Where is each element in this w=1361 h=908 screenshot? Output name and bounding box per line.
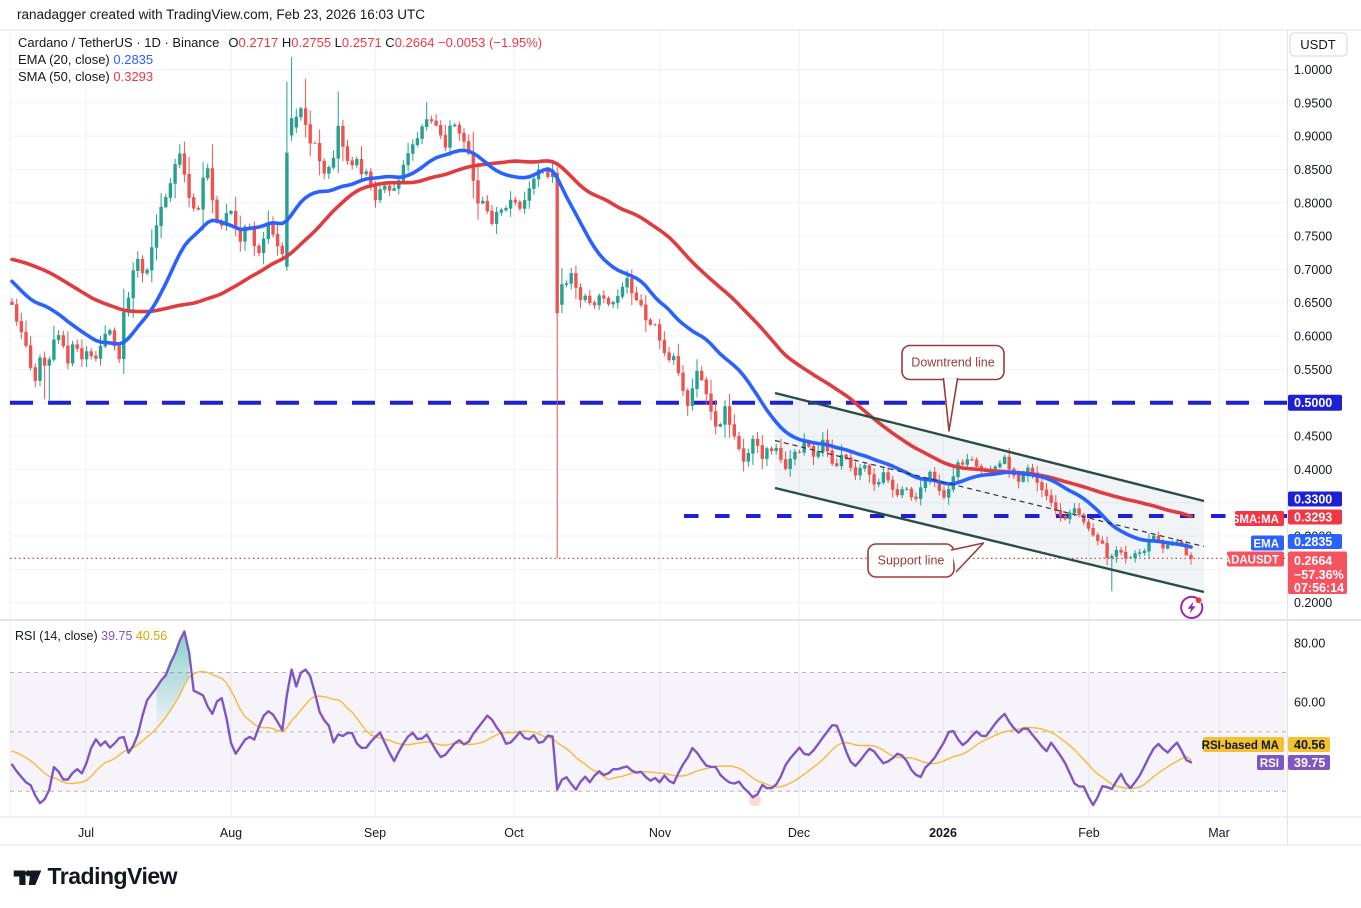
svg-text:TradingView: TradingView: [48, 863, 178, 889]
svg-text:Support line: Support line: [878, 554, 945, 568]
svg-text:RSI (14, close) 39.75 40.56: RSI (14, close) 39.75 40.56: [15, 629, 167, 643]
svg-text:EMA (20, close) 0.2835: EMA (20, close) 0.2835: [18, 52, 153, 67]
svg-text:EMA: EMA: [1253, 538, 1279, 550]
svg-text:0.5500: 0.5500: [1294, 363, 1332, 377]
svg-text:1.0000: 1.0000: [1294, 63, 1332, 77]
svg-text:0.4000: 0.4000: [1294, 463, 1332, 477]
svg-text:40.56: 40.56: [1294, 738, 1325, 752]
svg-text:07:56:14: 07:56:14: [1294, 581, 1344, 595]
svg-text:Cardano / TetherUS · 1D · Bina: Cardano / TetherUS · 1D · Binance O0.2717…: [18, 35, 542, 50]
svg-text:Jul: Jul: [78, 826, 94, 840]
svg-text:Sep: Sep: [364, 826, 386, 840]
svg-text:Dec: Dec: [788, 826, 810, 840]
svg-text:USDT: USDT: [1300, 37, 1335, 52]
svg-text:0.8500: 0.8500: [1294, 163, 1332, 177]
svg-text:0.7000: 0.7000: [1294, 263, 1332, 277]
svg-text:Feb: Feb: [1078, 826, 1100, 840]
svg-text:−57.36%: −57.36%: [1294, 568, 1344, 582]
svg-text:60.00: 60.00: [1294, 696, 1325, 710]
svg-text:0.9000: 0.9000: [1294, 130, 1332, 144]
svg-text:RSI-based MA: RSI-based MA: [1202, 740, 1279, 752]
svg-text:0.2000: 0.2000: [1294, 596, 1332, 610]
svg-text:Nov: Nov: [649, 826, 672, 840]
svg-text:Mar: Mar: [1208, 826, 1230, 840]
svg-text:39.75: 39.75: [1294, 756, 1325, 770]
svg-text:0.2835: 0.2835: [1294, 535, 1332, 549]
svg-text:0.6000: 0.6000: [1294, 330, 1332, 344]
svg-text:ADAUSDT: ADAUSDT: [1223, 554, 1279, 566]
svg-text:0.3293: 0.3293: [1294, 510, 1332, 524]
svg-text:0.2664: 0.2664: [1294, 554, 1332, 568]
svg-text:0.5000: 0.5000: [1294, 396, 1332, 410]
svg-text:Aug: Aug: [220, 826, 242, 840]
svg-text:SMA (50, close) 0.3293: SMA (50, close) 0.3293: [18, 69, 153, 84]
svg-text:RSI: RSI: [1260, 758, 1279, 770]
svg-text:SMA:MA: SMA:MA: [1232, 514, 1279, 526]
svg-text:0.7500: 0.7500: [1294, 230, 1332, 244]
svg-text:Oct: Oct: [504, 826, 524, 840]
svg-text:ranadagger created with Tradin: ranadagger created with TradingView.com,…: [17, 7, 425, 22]
svg-text:0.9500: 0.9500: [1294, 96, 1332, 110]
svg-text:0.8000: 0.8000: [1294, 196, 1332, 210]
svg-text:0.3300: 0.3300: [1294, 492, 1332, 506]
svg-text:0.6500: 0.6500: [1294, 296, 1332, 310]
svg-text:Downtrend line: Downtrend line: [911, 356, 994, 370]
svg-text:0.4500: 0.4500: [1294, 430, 1332, 444]
svg-text:2026: 2026: [929, 826, 957, 840]
svg-text:80.00: 80.00: [1294, 636, 1325, 650]
